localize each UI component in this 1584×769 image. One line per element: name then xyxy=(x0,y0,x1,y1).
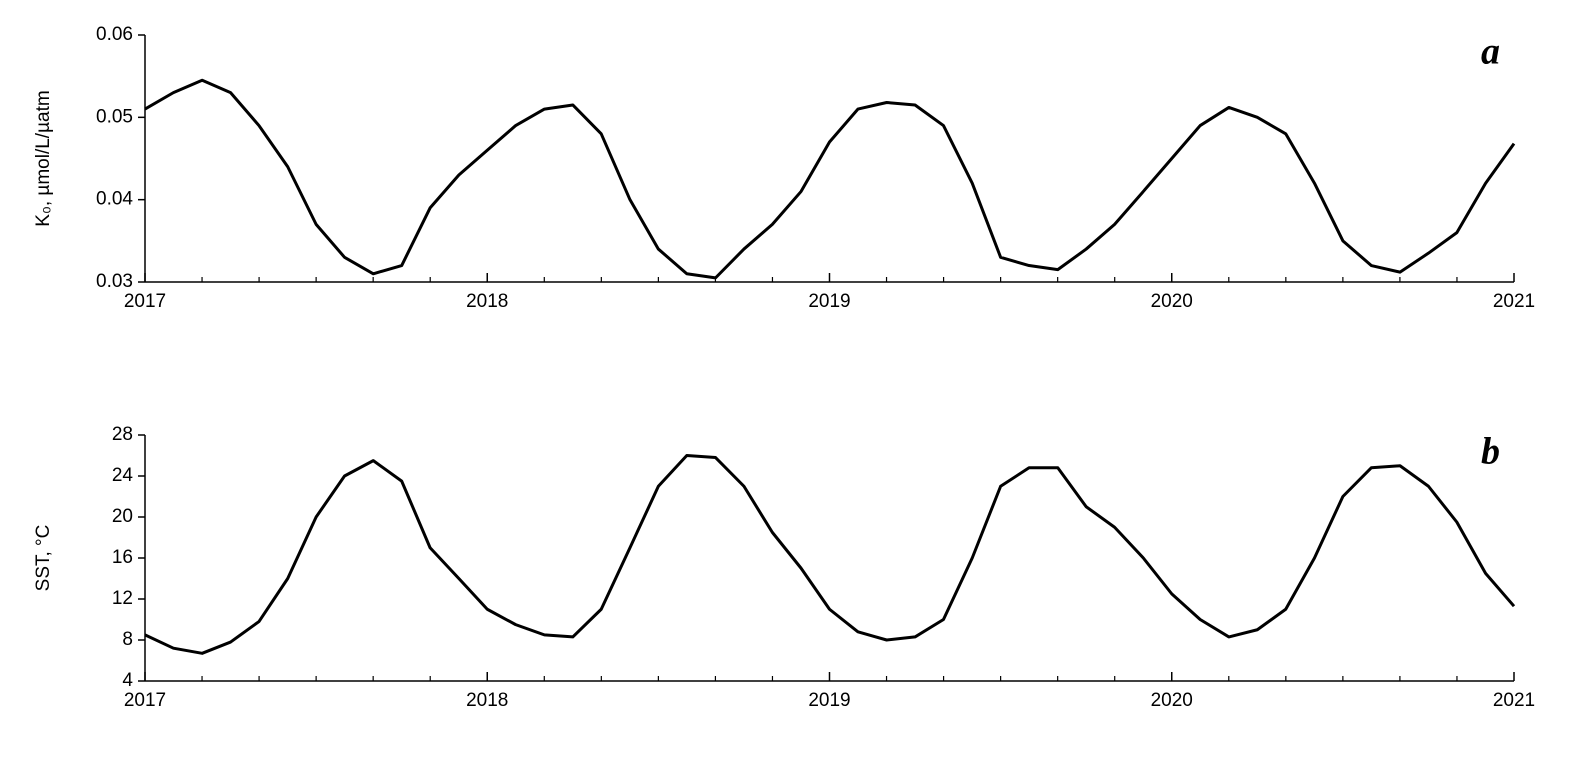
data-line xyxy=(144,454,1516,655)
x-tick-label: 2017 xyxy=(124,291,166,312)
x-tick-label: 2020 xyxy=(1151,291,1193,312)
y-tick-label: 8 xyxy=(122,629,133,650)
y-tick-label: 20 xyxy=(112,506,133,527)
data-line xyxy=(144,78,1516,280)
y-tick-label: 0.05 xyxy=(96,106,133,127)
y-tick-label: 12 xyxy=(112,588,133,609)
y-tick-label: 0.03 xyxy=(96,271,133,292)
x-tick-label: 2020 xyxy=(1151,690,1193,711)
x-tick-label: 2019 xyxy=(808,690,850,711)
y-tick-label: 24 xyxy=(112,465,134,486)
y-tick-label: 28 xyxy=(112,424,133,445)
y-axis-label: K₀, µmol/L/µatm xyxy=(33,90,54,226)
x-tick-label: 2018 xyxy=(466,291,508,312)
x-tick-label: 2021 xyxy=(1493,291,1535,312)
x-tick-label: 2021 xyxy=(1493,690,1535,711)
panel-label: a xyxy=(1481,31,1500,73)
y-tick-label: 0.06 xyxy=(96,24,133,45)
y-axis-label: SST, °C xyxy=(33,525,54,592)
y-tick-label: 0.04 xyxy=(96,189,133,210)
x-tick-label: 2019 xyxy=(808,291,850,312)
y-tick-label: 4 xyxy=(122,670,133,691)
y-tick-label: 16 xyxy=(112,547,133,568)
panel-label: b xyxy=(1481,431,1500,473)
x-tick-label: 2017 xyxy=(124,690,166,711)
x-tick-label: 2018 xyxy=(466,690,508,711)
